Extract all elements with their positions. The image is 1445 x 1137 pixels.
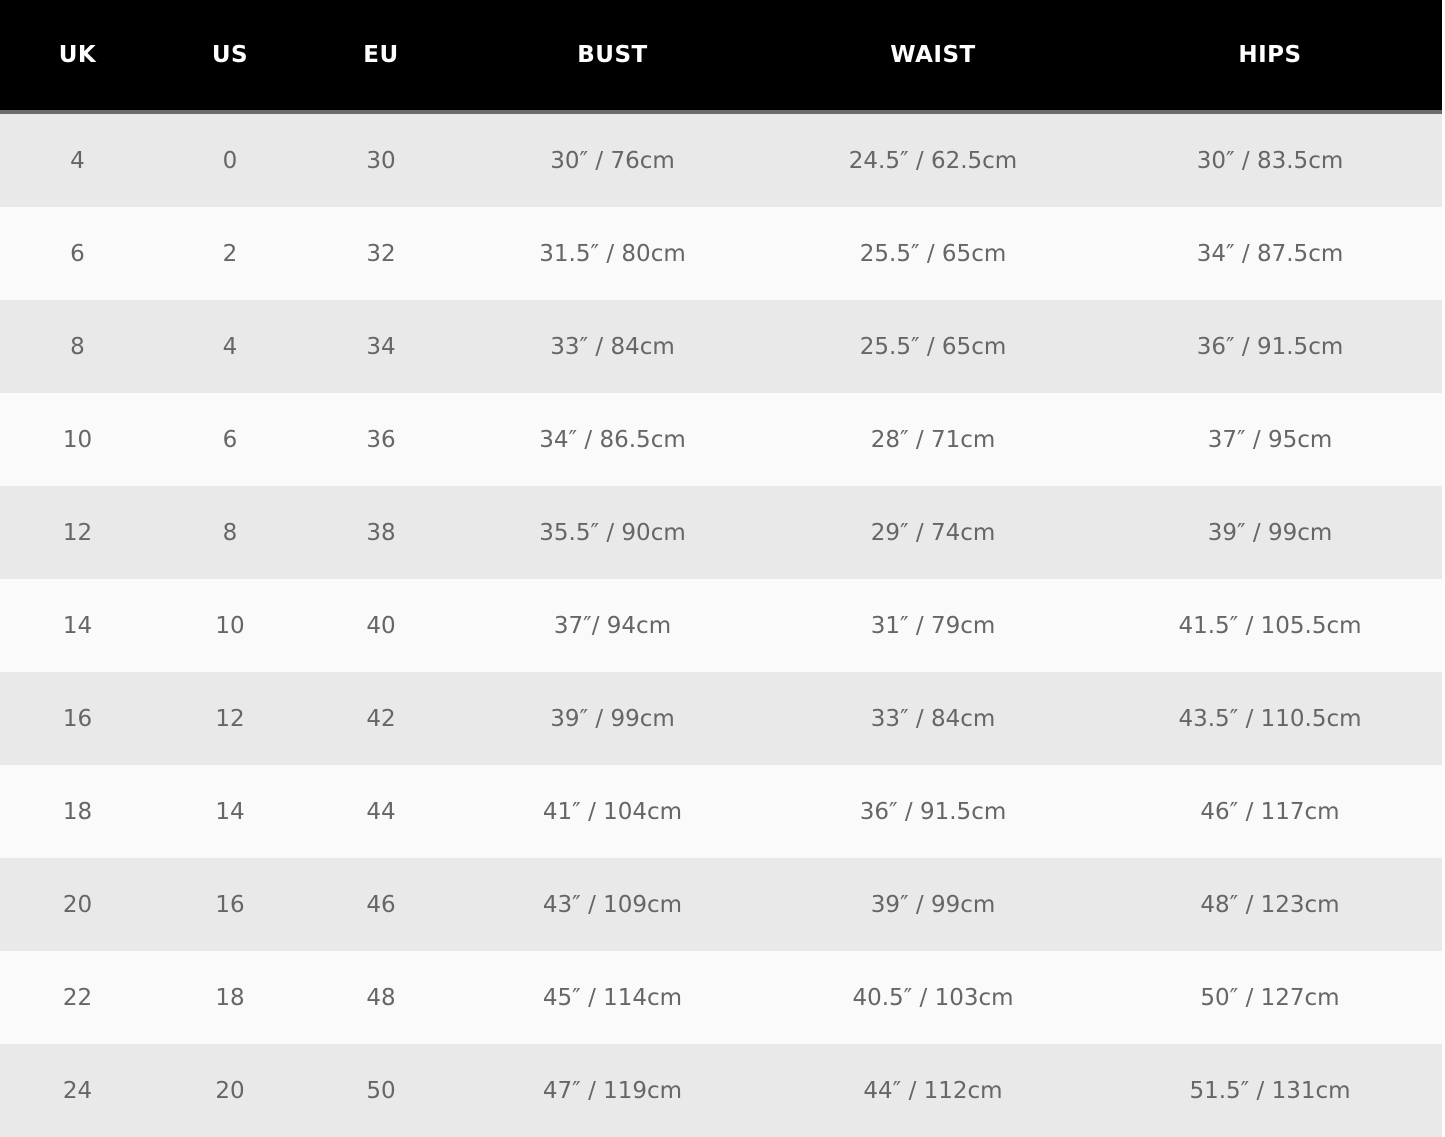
table-row: 14 10 40 37″/ 94cm 31″ / 79cm 41.5″ / 105.5cm xyxy=(0,579,1442,672)
table-header: UK US EU BUST WAIST HIPS xyxy=(0,0,1442,114)
cell-bust: 45″ / 114cm xyxy=(457,951,768,1044)
cell-us: 4 xyxy=(155,300,305,393)
column-header-bust: BUST xyxy=(457,0,768,114)
cell-uk: 8 xyxy=(0,300,155,393)
cell-eu: 38 xyxy=(305,486,457,579)
cell-bust: 47″ / 119cm xyxy=(457,1044,768,1137)
cell-hips: 36″ / 91.5cm xyxy=(1098,300,1442,393)
cell-bust: 30″ / 76cm xyxy=(457,112,768,207)
table-row: 10 6 36 34″ / 86.5cm 28″ / 71cm 37″ / 95cm xyxy=(0,393,1442,486)
cell-us: 18 xyxy=(155,951,305,1044)
table-row: 20 16 46 43″ / 109cm 39″ / 99cm 48″ / 123cm xyxy=(0,858,1442,951)
cell-waist: 36″ / 91.5cm xyxy=(768,765,1098,858)
cell-uk: 22 xyxy=(0,951,155,1044)
column-header-eu: EU xyxy=(305,0,457,114)
cell-waist: 40.5″ / 103cm xyxy=(768,951,1098,1044)
cell-eu: 30 xyxy=(305,112,457,207)
table-row: 8 4 34 33″ / 84cm 25.5″ / 65cm 36″ / 91.5cm xyxy=(0,300,1442,393)
cell-hips: 39″ / 99cm xyxy=(1098,486,1442,579)
cell-waist: 24.5″ / 62.5cm xyxy=(768,112,1098,207)
cell-waist: 31″ / 79cm xyxy=(768,579,1098,672)
cell-us: 0 xyxy=(155,112,305,207)
cell-waist: 25.5″ / 65cm xyxy=(768,300,1098,393)
cell-eu: 44 xyxy=(305,765,457,858)
table-row: 24 20 50 47″ / 119cm 44″ / 112cm 51.5″ / 131c… xyxy=(0,1044,1442,1137)
cell-bust: 35.5″ / 90cm xyxy=(457,486,768,579)
column-header-us: US xyxy=(155,0,305,114)
cell-bust: 33″ / 84cm xyxy=(457,300,768,393)
cell-uk: 12 xyxy=(0,486,155,579)
cell-bust: 34″ / 86.5cm xyxy=(457,393,768,486)
cell-us: 10 xyxy=(155,579,305,672)
column-header-waist: WAIST xyxy=(768,0,1098,114)
cell-uk: 20 xyxy=(0,858,155,951)
cell-uk: 16 xyxy=(0,672,155,765)
cell-us: 20 xyxy=(155,1044,305,1137)
cell-eu: 36 xyxy=(305,393,457,486)
cell-uk: 18 xyxy=(0,765,155,858)
cell-waist: 39″ / 99cm xyxy=(768,858,1098,951)
cell-us: 8 xyxy=(155,486,305,579)
cell-waist: 33″ / 84cm xyxy=(768,672,1098,765)
cell-hips: 30″ / 83.5cm xyxy=(1098,112,1442,207)
cell-bust: 41″ / 104cm xyxy=(457,765,768,858)
cell-hips: 37″ / 95cm xyxy=(1098,393,1442,486)
cell-eu: 50 xyxy=(305,1044,457,1137)
cell-us: 6 xyxy=(155,393,305,486)
cell-us: 12 xyxy=(155,672,305,765)
table-row: 4 0 30 30″ / 76cm 24.5″ / 62.5cm 30″ / 83.5cm xyxy=(0,112,1442,207)
cell-eu: 34 xyxy=(305,300,457,393)
cell-hips: 41.5″ / 105.5cm xyxy=(1098,579,1442,672)
cell-waist: 25.5″ / 65cm xyxy=(768,207,1098,300)
cell-eu: 32 xyxy=(305,207,457,300)
header-row: UK US EU BUST WAIST HIPS xyxy=(0,0,1442,114)
cell-hips: 50″ / 127cm xyxy=(1098,951,1442,1044)
cell-us: 2 xyxy=(155,207,305,300)
table-row: 6 2 32 31.5″ / 80cm 25.5″ / 65cm 34″ / 87.5cm xyxy=(0,207,1442,300)
cell-eu: 42 xyxy=(305,672,457,765)
cell-us: 16 xyxy=(155,858,305,951)
column-header-uk: UK xyxy=(0,0,155,114)
cell-hips: 51.5″ / 131cm xyxy=(1098,1044,1442,1137)
cell-eu: 48 xyxy=(305,951,457,1044)
cell-hips: 48″ / 123cm xyxy=(1098,858,1442,951)
table-row: 12 8 38 35.5″ / 90cm 29″ / 74cm 39″ / 99cm xyxy=(0,486,1442,579)
cell-uk: 24 xyxy=(0,1044,155,1137)
cell-eu: 40 xyxy=(305,579,457,672)
cell-hips: 46″ / 117cm xyxy=(1098,765,1442,858)
cell-uk: 4 xyxy=(0,112,155,207)
cell-us: 14 xyxy=(155,765,305,858)
cell-bust: 31.5″ / 80cm xyxy=(457,207,768,300)
table-row: 18 14 44 41″ / 104cm 36″ / 91.5cm 46″ / 117cm xyxy=(0,765,1442,858)
cell-bust: 43″ / 109cm xyxy=(457,858,768,951)
cell-uk: 14 xyxy=(0,579,155,672)
cell-uk: 6 xyxy=(0,207,155,300)
cell-eu: 46 xyxy=(305,858,457,951)
cell-waist: 44″ / 112cm xyxy=(768,1044,1098,1137)
cell-waist: 29″ / 74cm xyxy=(768,486,1098,579)
cell-waist: 28″ / 71cm xyxy=(768,393,1098,486)
table-row: 16 12 42 39″ / 99cm 33″ / 84cm 43.5″ / 110.5c… xyxy=(0,672,1442,765)
column-header-hips: HIPS xyxy=(1098,0,1442,114)
table-row: 22 18 48 45″ / 114cm 40.5″ / 103cm 50″ / 127c… xyxy=(0,951,1442,1044)
cell-hips: 43.5″ / 110.5cm xyxy=(1098,672,1442,765)
cell-bust: 39″ / 99cm xyxy=(457,672,768,765)
cell-hips: 34″ / 87.5cm xyxy=(1098,207,1442,300)
cell-uk: 10 xyxy=(0,393,155,486)
cell-bust: 37″/ 94cm xyxy=(457,579,768,672)
table-body: 4 0 30 30″ / 76cm 24.5″ / 62.5cm 30″ / 83.5cm… xyxy=(0,112,1442,1137)
